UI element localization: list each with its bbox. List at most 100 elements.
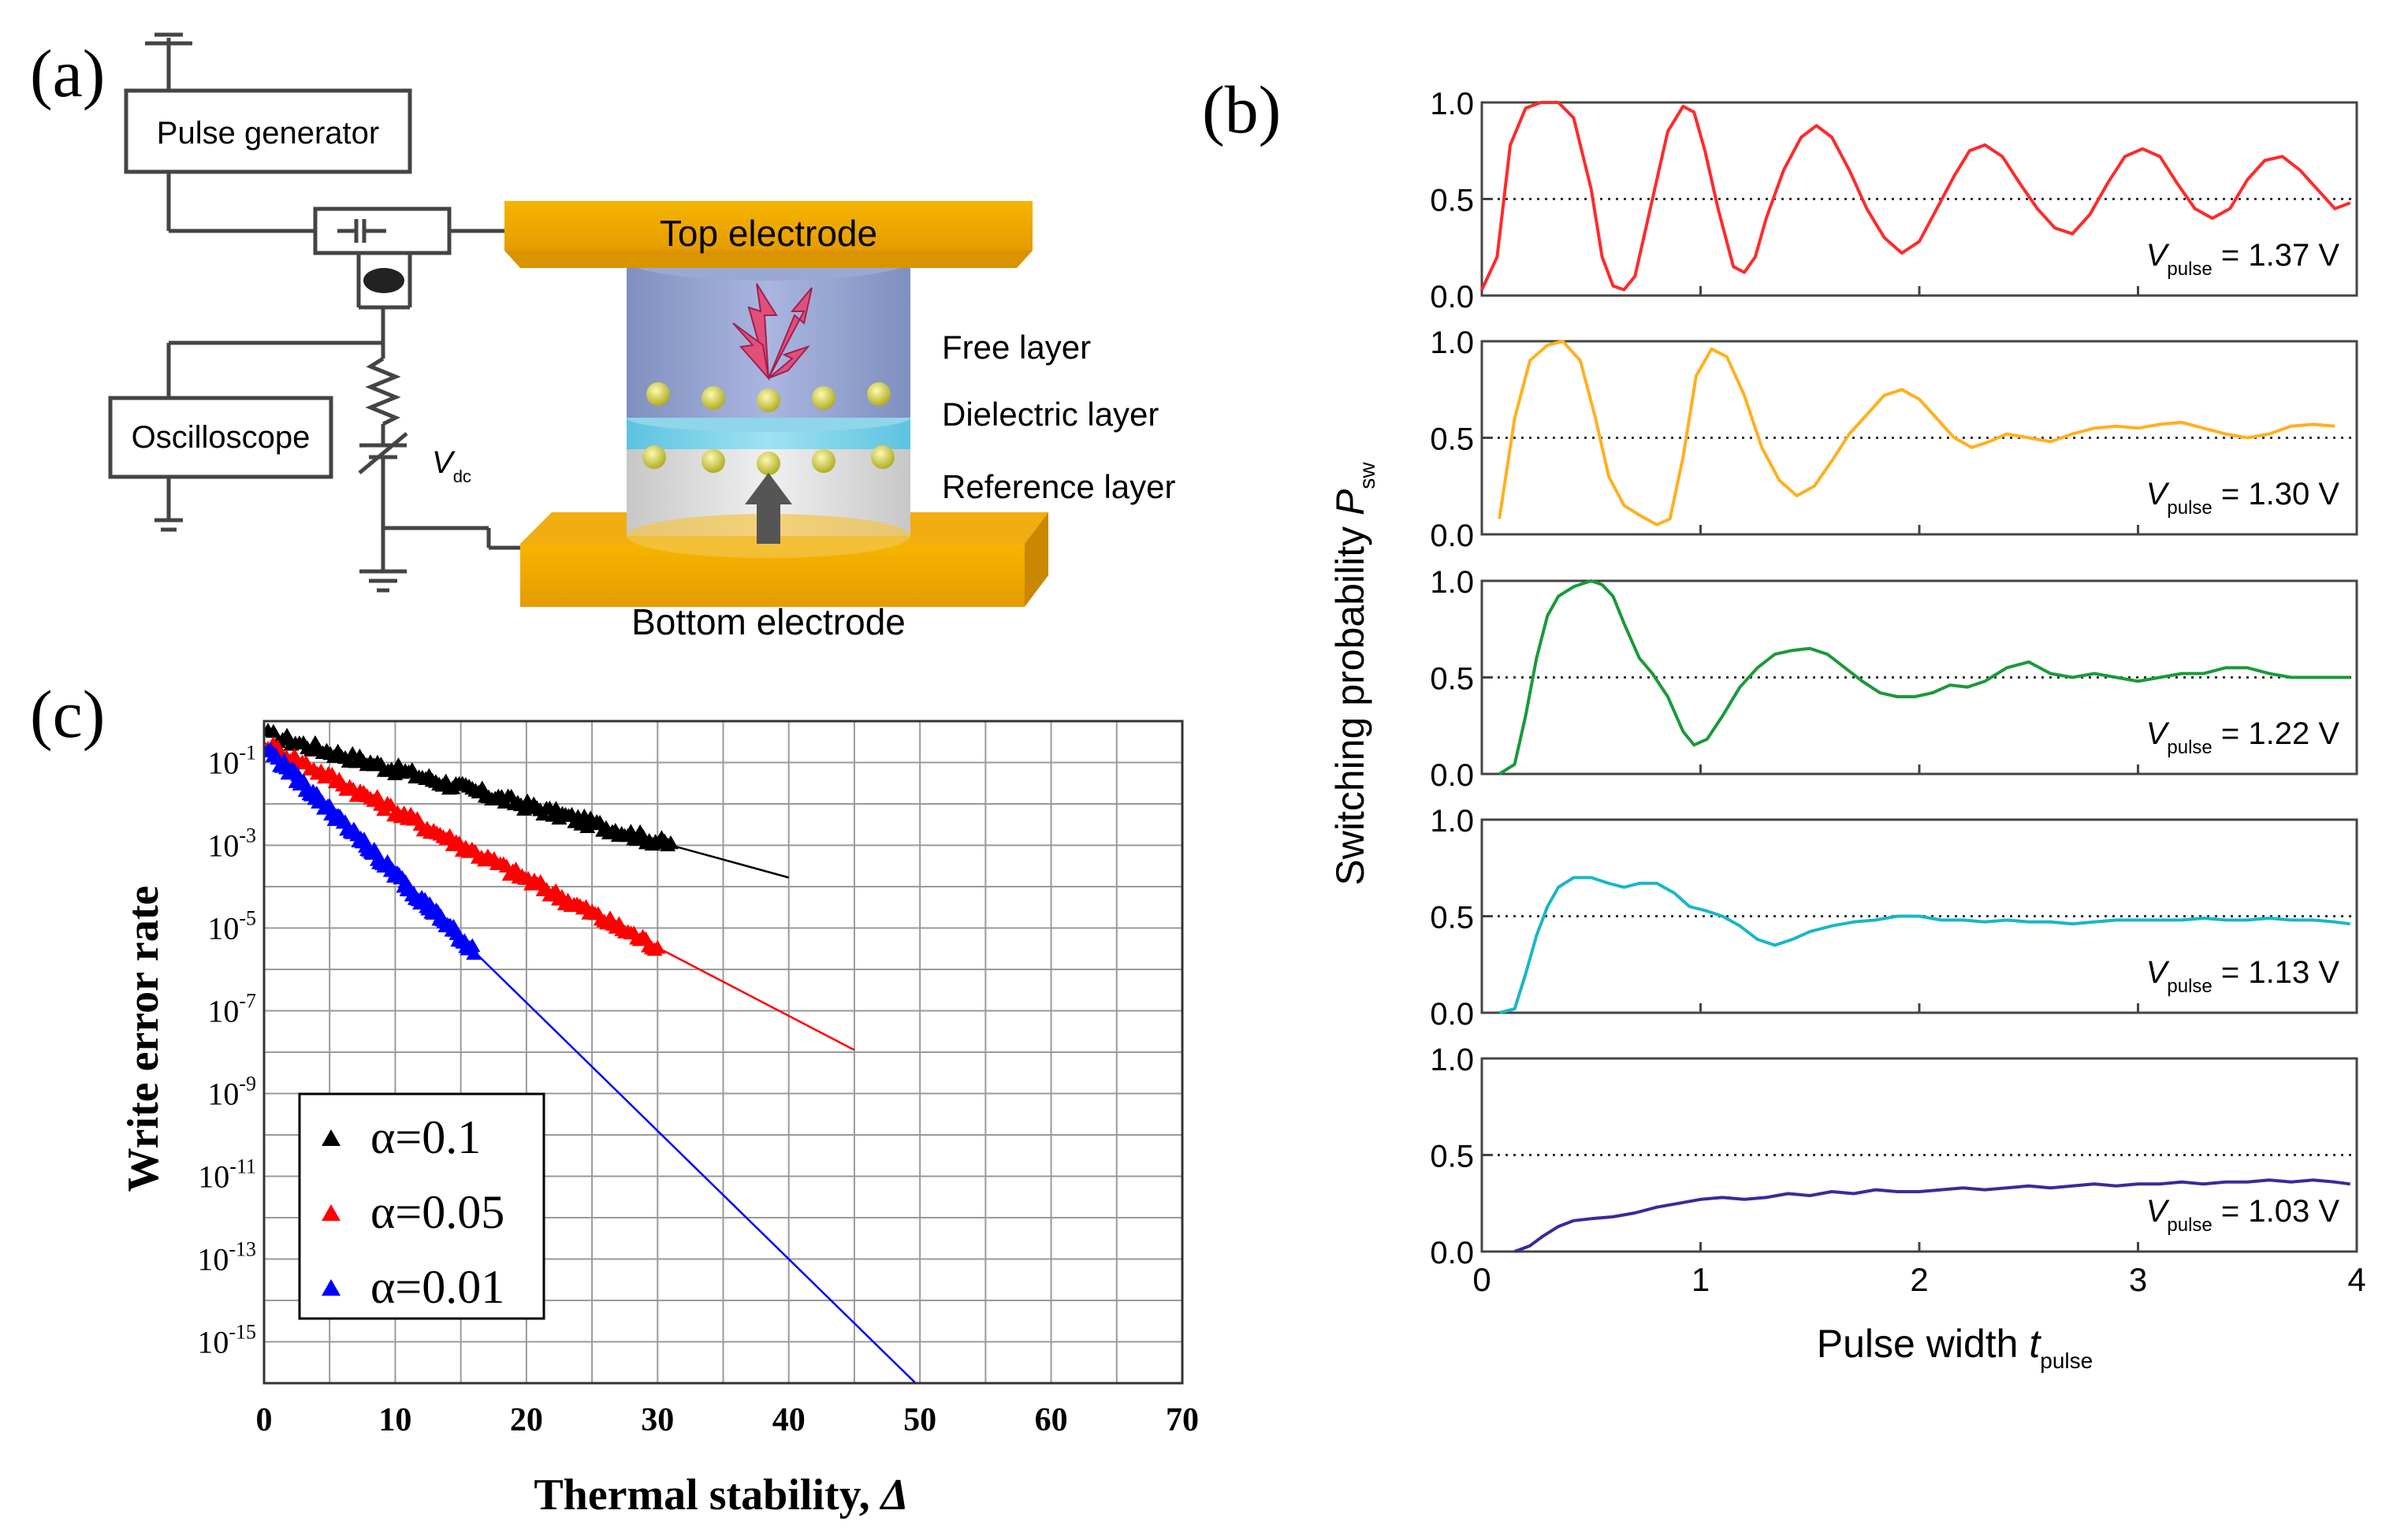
y-tick-label: 0.0	[1430, 997, 1474, 1032]
panel-b-ylabel: Switching probability Psw	[1328, 462, 1379, 886]
mtj-stack	[504, 201, 1048, 607]
voltage-label: Vpulse = 1.22 V	[2146, 716, 2340, 758]
x-tick-label: 60	[1035, 1402, 1068, 1438]
subplot-2: 1.0 0.5 0.0 Vpulse = 1.30 V	[1430, 325, 2358, 553]
legend-marker	[322, 1279, 341, 1296]
free-layer-label: Free layer	[942, 329, 1091, 366]
pulse-generator-label: Pulse generator	[157, 116, 379, 151]
y-tick-label: 0.0	[1430, 758, 1474, 793]
subplot-5: 1.0 0.5 0.0 Vpulse = 1.03 V	[1430, 1043, 2358, 1270]
bottom-electrode-label: Bottom electrode	[631, 601, 906, 642]
y-tick-label: 0.0	[1430, 519, 1474, 553]
legend-label: α=0.1	[370, 1111, 481, 1163]
data-marker	[649, 939, 666, 954]
panel-c-label: (c)	[30, 676, 105, 752]
legend-label: α=0.05	[370, 1186, 504, 1238]
top-electrode	[504, 201, 1033, 251]
legend-label: α=0.01	[370, 1261, 504, 1313]
oscilloscope-box	[108, 396, 333, 479]
x-tick-label: 3	[2129, 1261, 2147, 1298]
reference-layer-spins	[642, 445, 895, 475]
panel-a-device-schematic: (a)	[30, 32, 1175, 642]
data-marker	[466, 946, 482, 960]
legend-marker	[322, 1204, 341, 1221]
pulse-generator-box	[124, 88, 412, 174]
vdc-label: Vdc	[432, 445, 471, 486]
voltage-label: Vpulse = 1.03 V	[2146, 1194, 2340, 1236]
panel-c-write-error-rate: (c) 0 10 20 30 40 50 60 70 10-1 10-3 10-5 10-7 10-9 1…	[30, 676, 1199, 1520]
data-marker	[355, 831, 372, 846]
data-marker	[276, 753, 292, 767]
ferrite-bead	[363, 268, 404, 293]
panel-b-xlabel: Pulse width tpulse	[1817, 1322, 2093, 1373]
subplot-4: 1.0 0.5 0.0 Vpulse = 1.13 V	[1430, 804, 2358, 1032]
dielectric-layer-label: Dielectric layer	[942, 396, 1159, 433]
y-tick-label: 1.0	[1430, 325, 1474, 360]
x-tick-label: 70	[1166, 1402, 1199, 1438]
subplot-1: 1.0 0.5 0.0 Vpulse = 1.37 V	[1430, 87, 2358, 314]
y-tick-label: 10-11	[198, 1155, 256, 1195]
oscilloscope-label: Oscilloscope	[132, 420, 311, 455]
x-tick-label: 1	[1691, 1261, 1710, 1298]
series-line	[1480, 101, 2351, 292]
panel-c-legend: α=0.1 α=0.05 α=0.01	[298, 1092, 545, 1320]
reference-layer-label: Reference layer	[942, 468, 1175, 505]
series-2	[264, 736, 855, 1051]
circuit-wiring	[145, 32, 568, 593]
bottom-electrode	[520, 544, 1025, 607]
y-tick-label: 10-13	[197, 1238, 256, 1278]
y-tick-label: 10-7	[207, 990, 256, 1029]
x-tick-label: 20	[510, 1402, 543, 1438]
data-marker	[367, 844, 384, 858]
y-tick-label: 1.0	[1430, 565, 1474, 600]
voltage-label: Vpulse = 1.30 V	[2146, 477, 2340, 519]
panel-c-ylabel: Write error rate	[119, 886, 168, 1192]
panel-a-label: (a)	[30, 35, 105, 111]
subplot-3: 1.0 0.5 0.0 Vpulse = 1.22 V	[1430, 565, 2358, 793]
y-tick-label: 10-3	[207, 824, 256, 864]
precessing-magnetization-arrows	[732, 283, 813, 381]
data-marker	[265, 724, 281, 738]
y-tick-label: 0.5	[1430, 901, 1474, 936]
x-tick-label: 10	[378, 1402, 411, 1438]
series-line	[1498, 579, 2350, 776]
y-tick-label: 0.0	[1430, 1236, 1474, 1270]
y-tick-label: 1.0	[1430, 1043, 1474, 1077]
x-tick-label: 0	[1472, 1261, 1491, 1298]
series-3	[264, 742, 917, 1383]
top-electrode-label: Top electrode	[660, 213, 877, 254]
free-layer-spins	[646, 382, 891, 412]
x-tick-label: 50	[903, 1402, 936, 1438]
y-tick-label: 0.5	[1430, 1140, 1474, 1174]
y-tick-label: 10-9	[207, 1073, 256, 1112]
y-tick-label: 10-1	[207, 742, 256, 781]
series-1	[264, 723, 790, 879]
y-tick-label: 10-5	[207, 907, 256, 947]
reference-magnetization-arrow	[745, 473, 792, 544]
series-line	[1498, 876, 2350, 1014]
x-tick-label: 2	[1910, 1261, 1928, 1298]
y-tick-label: 0.5	[1430, 184, 1474, 218]
series-line	[1498, 340, 2335, 526]
x-tick-label: 30	[641, 1402, 674, 1438]
voltage-label: Vpulse = 1.13 V	[2146, 955, 2340, 997]
data-marker	[662, 835, 679, 850]
y-tick-label: 1.0	[1430, 87, 1474, 121]
x-tick-label: 4	[2347, 1261, 2365, 1298]
x-tick-label: 40	[772, 1402, 806, 1438]
panel-b-label: (b)	[1202, 72, 1281, 147]
voltage-label: Vpulse = 1.37 V	[2146, 238, 2340, 280]
panel-b-subplots: 1.0 0.5 0.0 Vpulse = 1.37 V 1.0 0.5 0.0 Vpulse …	[1430, 87, 2365, 1298]
x-tick-label: 0	[256, 1402, 273, 1438]
legend-marker	[322, 1129, 341, 1146]
series-line	[1513, 1178, 2350, 1253]
plot-frame	[262, 720, 1184, 1385]
y-tick-label: 0.5	[1430, 662, 1474, 697]
data-marker	[464, 938, 481, 952]
y-tick-label: 1.0	[1430, 804, 1474, 839]
data-marker	[382, 798, 399, 812]
panel-b-switching-probability: (b) Switching probability Psw 1.0 0.5 0.0 V…	[1202, 72, 2366, 1373]
panel-c-plot: 0 10 20 30 40 50 60 70 10-1 10-3 10-5 10-7 10-9 10-11…	[197, 720, 1199, 1438]
y-tick-label: 10-15	[197, 1321, 256, 1360]
